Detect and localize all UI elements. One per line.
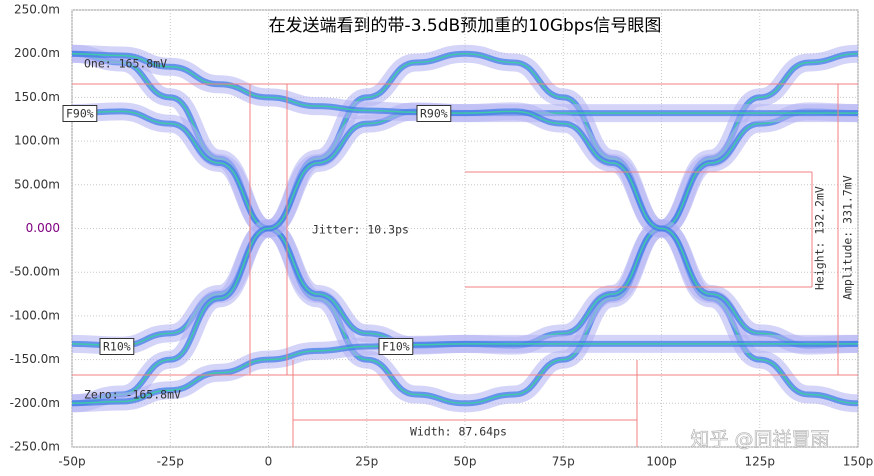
y-tick-label: 50.00m [14, 177, 60, 191]
x-tick-label: -50p [58, 455, 85, 469]
annotation: Jitter: 10.3ps [312, 223, 409, 237]
annotation-box [99, 338, 135, 355]
annotation: F10% [382, 340, 410, 354]
y-tick-label: -100.0m [10, 308, 60, 322]
trace-core [71, 52, 859, 347]
annotation: F90% [66, 107, 94, 121]
annotation: Amplitude: 331.7mV [841, 175, 855, 300]
annotation: R10% [103, 340, 131, 354]
annotation-box [416, 105, 452, 122]
traces [71, 44, 859, 413]
y-tick-label: 0.000 [26, 221, 60, 235]
annotation: Height: 132.2mV [813, 186, 827, 290]
y-tick-label: -150.0m [10, 352, 60, 366]
y-tick-label: 250.0m [14, 3, 60, 17]
annotation-box [62, 105, 98, 122]
watermark: 知乎 @同祥冒雨 [690, 429, 829, 451]
annotation: R90% [420, 107, 448, 121]
x-tick-label: 100p [646, 455, 677, 469]
chart-title: 在发送端看到的带-3.5dB预加重的10Gbps信号眼图 [269, 16, 662, 36]
annotation: Width: 87.64ps [410, 425, 507, 439]
y-tick-label: 200.0m [14, 46, 60, 60]
trace-core [71, 343, 858, 405]
x-tick-label: 150p [843, 455, 874, 469]
annotation-box [378, 338, 414, 355]
y-tick-label: -250.0m [10, 440, 60, 454]
y-tick-label: 100.0m [14, 134, 60, 148]
x-tick-label: 50p [454, 455, 477, 469]
measurements [72, 83, 858, 447]
annotation: One: 165.8mV [84, 57, 167, 71]
x-tick-label: -25p [157, 455, 184, 469]
y-tick-label: -50.00m [10, 265, 60, 279]
x-tick-label: 25p [355, 455, 378, 469]
annotation: Zero: -165.8mV [84, 388, 181, 402]
y-tick-label: -200.0m [10, 396, 60, 410]
x-tick-label: 75p [552, 455, 575, 469]
y-tick-label: 150.0m [14, 90, 60, 104]
x-tick-label: 125p [744, 455, 775, 469]
x-tick-label: 0 [265, 455, 273, 469]
